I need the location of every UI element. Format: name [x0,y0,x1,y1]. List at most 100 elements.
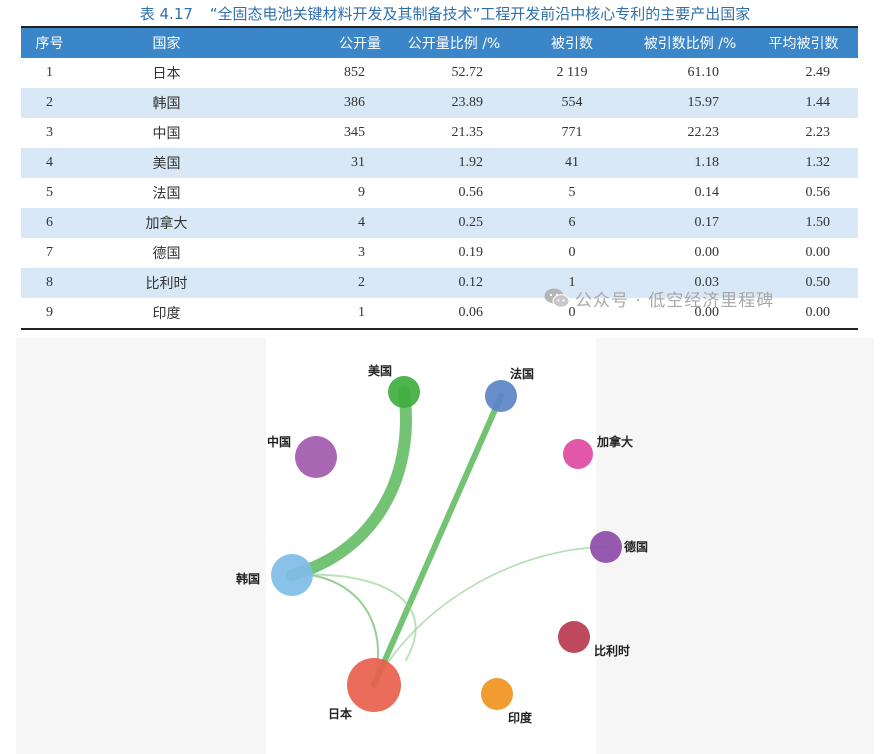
cell-avg-citations: 1.32 [805,155,831,170]
cell-publication-ratio: 0.19 [458,245,484,260]
cell-publication-ratio: 0.12 [458,275,484,290]
network-panel [16,338,874,754]
cell-publication-ratio: 0.25 [458,215,484,230]
cell-citation-ratio: 0.03 [694,275,720,290]
table-caption: 表 4.17 “全固态电池关键材料开发及其制备技术”工程开发前沿中核心专利的主要… [0,3,890,25]
cell-citation-ratio: 15.97 [687,95,720,110]
node-label-india: 印度 [508,710,533,725]
cell-index: 5 [46,185,53,200]
cell-index: 4 [46,155,53,170]
watermark-text: 公众号 · 低空经济里程碑 [575,290,775,311]
cell-index: 1 [46,65,53,80]
cell-citations: 2 119 [556,65,588,80]
cell-publications: 4 [358,215,365,230]
node-usa [388,376,420,408]
cell-publications: 852 [344,65,365,80]
cell-publications: 2 [358,275,365,290]
wechat-icon [544,288,570,308]
cell-publication-ratio: 23.89 [451,95,484,110]
header-citations: 被引数 [513,26,631,58]
cell-index: 6 [46,215,53,230]
cell-avg-citations: 1.50 [805,215,831,230]
cell-country: 韩国 [152,96,181,112]
header-publication-ratio: 公开量比例 /% [395,26,513,58]
node-japan [347,658,401,712]
cell-publications: 1 [255,298,395,330]
header-publications: 公开量 [255,26,395,58]
edge-japan-germany [373,546,607,686]
edge-korea-usa [286,386,412,581]
cell-citation-ratio: 61.10 [687,65,720,80]
cell-index: 9 [21,298,78,330]
cell-publication-ratio: 52.72 [451,65,484,80]
cell-publications: 31 [351,155,365,170]
cell-publication-ratio: 0.06 [395,298,513,330]
cell-citation-ratio: 0.17 [694,215,720,230]
node-label-belgium: 比利时 [594,643,630,658]
cell-index: 8 [46,275,53,290]
cell-avg-citations: 2.23 [805,125,831,140]
cell-citations: 6 [568,215,576,230]
node-france [485,380,517,412]
cell-country: 比利时 [145,276,188,292]
node-germany [590,531,622,563]
node-label-japan: 日本 [328,706,352,721]
cell-citations: 0 [513,298,631,330]
table-row: 9 印度 1 0.06 0 0.00 0.00 [21,298,858,330]
cell-avg-citations: 0.56 [805,185,831,200]
node-india [481,678,513,710]
cell-citation-ratio: 22.23 [687,125,720,140]
table-header-row: 序号 国家 公开量 公开量比例 /% 被引数 被引数比例 /% 平均被引数 [21,26,858,58]
cell-citation-ratio: 0.00 [631,298,749,330]
cell-publications: 386 [344,95,365,110]
cell-citations: 1 [568,275,576,290]
cell-index: 7 [46,245,53,260]
cell-country: 印度 [78,298,255,330]
cell-publication-ratio: 1.92 [458,155,484,170]
node-label-france: 法国 [510,366,534,381]
node-label-china: 中国 [267,434,291,449]
node-belgium [558,621,590,653]
node-label-korea: 韩国 [236,571,260,586]
watermark: 公众号 · 低空经济里程碑 [543,286,775,311]
patent-country-table: 序号 国家 公开量 公开量比例 /% 被引数 被引数比例 /% 平均被引数 1 日… [21,26,858,330]
cell-index: 2 [46,95,53,110]
table-row: 3 中国 345 21.35 771 22.23 2.23 [21,118,858,148]
table-row: 4 美国 31 1.92 41 1.18 1.32 [21,148,858,178]
cell-citation-ratio: 0.00 [694,245,720,260]
node-canada [563,439,593,469]
cell-index: 3 [46,125,53,140]
table-row: 5 法国 9 0.56 5 0.14 0.56 [21,178,858,208]
node-label-canada: 加拿大 [596,434,633,449]
node-label-usa: 美国 [368,363,392,378]
cell-country: 法国 [152,186,181,202]
cell-country: 美国 [152,156,181,172]
cell-avg-citations: 0.00 [749,298,858,330]
header-index: 序号 [21,26,78,58]
edge-korea-germany [291,573,417,661]
node-label-germany: 德国 [624,539,648,554]
cell-publications: 345 [344,125,365,140]
table-row: 2 韩国 386 23.89 554 15.97 1.44 [21,88,858,118]
header-citation-ratio: 被引数比例 /% [631,26,749,58]
table-row: 8 比利时 2 0.12 1 0.03 0.50 [21,268,858,298]
network-canvas [266,338,596,754]
table-row: 7 德国 3 0.19 0 0.00 0.00 [21,238,858,268]
node-korea [271,554,313,596]
table-title: “全固态电池关键材料开发及其制备技术”工程开发前沿中核心专利的主要产出国家 [209,5,751,23]
table-number: 表 4.17 [139,5,193,23]
cell-country: 中国 [152,126,181,142]
cell-citation-ratio: 0.14 [694,185,720,200]
cell-citations: 554 [561,95,583,110]
cell-citations: 41 [565,155,579,170]
cell-avg-citations: 0.00 [805,245,831,260]
cell-avg-citations: 2.49 [805,65,831,80]
table-row: 6 加拿大 4 0.25 6 0.17 1.50 [21,208,858,238]
header-avg-citations: 平均被引数 [749,26,858,58]
cell-avg-citations: 0.50 [805,275,831,290]
cell-country: 德国 [152,246,181,262]
header-country: 国家 [78,26,255,58]
node-china [295,436,337,478]
cell-country: 日本 [152,66,181,82]
